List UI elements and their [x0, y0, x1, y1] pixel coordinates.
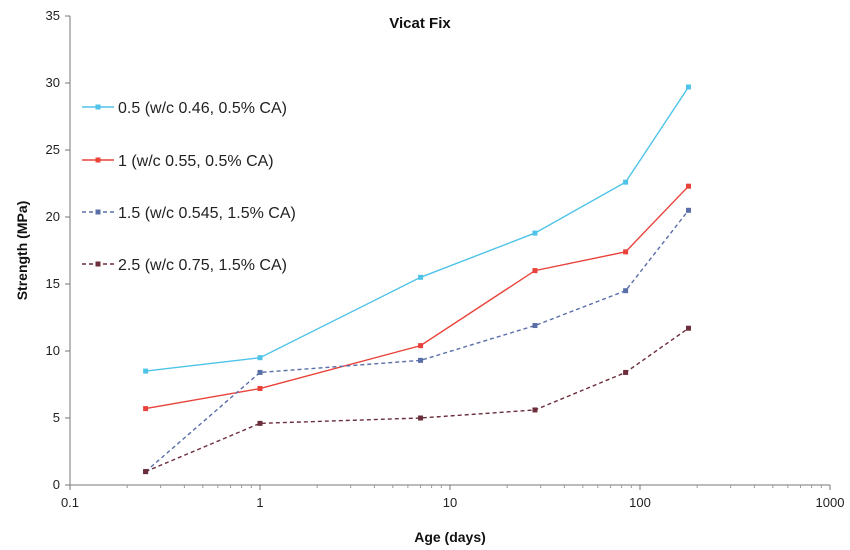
data-point: [623, 249, 629, 255]
data-point: [532, 268, 538, 274]
series-line: [145, 185, 690, 410]
data-point: [532, 407, 538, 413]
x-tick-label: 10: [443, 495, 457, 510]
chart-title: Vicat Fix: [389, 15, 451, 32]
data-point: [418, 357, 424, 363]
data-point: [143, 406, 149, 412]
data-point: [418, 274, 424, 280]
legend-item: 1.5 (w/c 0.545, 1.5% CA): [82, 205, 296, 222]
x-tick-label: 100: [629, 495, 651, 510]
series-4: [143, 325, 692, 475]
series-line: [145, 327, 689, 473]
data-point: [686, 325, 692, 331]
data-point: [418, 343, 424, 349]
data-point: [257, 355, 263, 361]
y-tick-label: 25: [46, 142, 60, 157]
series-line: [145, 86, 690, 372]
legend: 0.5 (w/c 0.46, 0.5% CA) 1 (w/c 0.55, 0.5%…: [82, 100, 296, 274]
data-point: [686, 183, 692, 189]
series-1: [143, 84, 692, 374]
legend-label: 0.5 (w/c 0.46, 0.5% CA): [118, 100, 287, 117]
data-point: [257, 386, 263, 392]
legend-swatch-marker: [95, 157, 101, 163]
data-point: [257, 420, 263, 426]
legend-swatch-marker: [95, 261, 101, 267]
y-tick-label: 30: [46, 75, 60, 90]
y-tick-label: 35: [46, 8, 60, 23]
data-point: [686, 84, 692, 90]
data-point: [686, 207, 692, 213]
y-tick-label: 5: [53, 410, 60, 425]
data-point: [623, 369, 629, 375]
series-3: [143, 207, 692, 475]
series-group: [143, 84, 692, 475]
legend-item: 1 (w/c 0.55, 0.5% CA): [82, 153, 274, 170]
y-tick-label: 0: [53, 477, 60, 492]
data-point: [143, 368, 149, 374]
y-tick-label: 20: [46, 209, 60, 224]
x-axis-title: Age (days): [414, 529, 486, 545]
data-point: [143, 469, 149, 475]
y-tick-label: 10: [46, 343, 60, 358]
data-point: [532, 323, 538, 329]
y-tick-label: 15: [46, 276, 60, 291]
legend-label: 1 (w/c 0.55, 0.5% CA): [118, 153, 274, 170]
y-axis-title: Strength (MPa): [14, 201, 30, 301]
x-tick-label: 0.1: [61, 495, 79, 510]
axes: [69, 16, 830, 486]
series-line: [145, 209, 690, 473]
tick-labels: 0 5 10 15 20 25 30 35 0.1 1 10 100 1000: [46, 8, 845, 510]
data-point: [623, 179, 629, 185]
legend-label: 1.5 (w/c 0.545, 1.5% CA): [118, 205, 296, 222]
x-tick-label: 1: [256, 495, 263, 510]
data-point: [623, 288, 629, 294]
legend-item: 0.5 (w/c 0.46, 0.5% CA): [82, 100, 287, 117]
data-point: [418, 415, 424, 421]
data-point: [257, 369, 263, 375]
legend-label: 2.5 (w/c 0.75, 1.5% CA): [118, 257, 287, 274]
legend-item: 2.5 (w/c 0.75, 1.5% CA): [82, 257, 287, 274]
data-point: [532, 230, 538, 236]
series-2: [143, 183, 692, 412]
x-tick-label: 1000: [816, 495, 845, 510]
legend-swatch-marker: [95, 104, 101, 110]
legend-swatch-marker: [95, 209, 101, 215]
